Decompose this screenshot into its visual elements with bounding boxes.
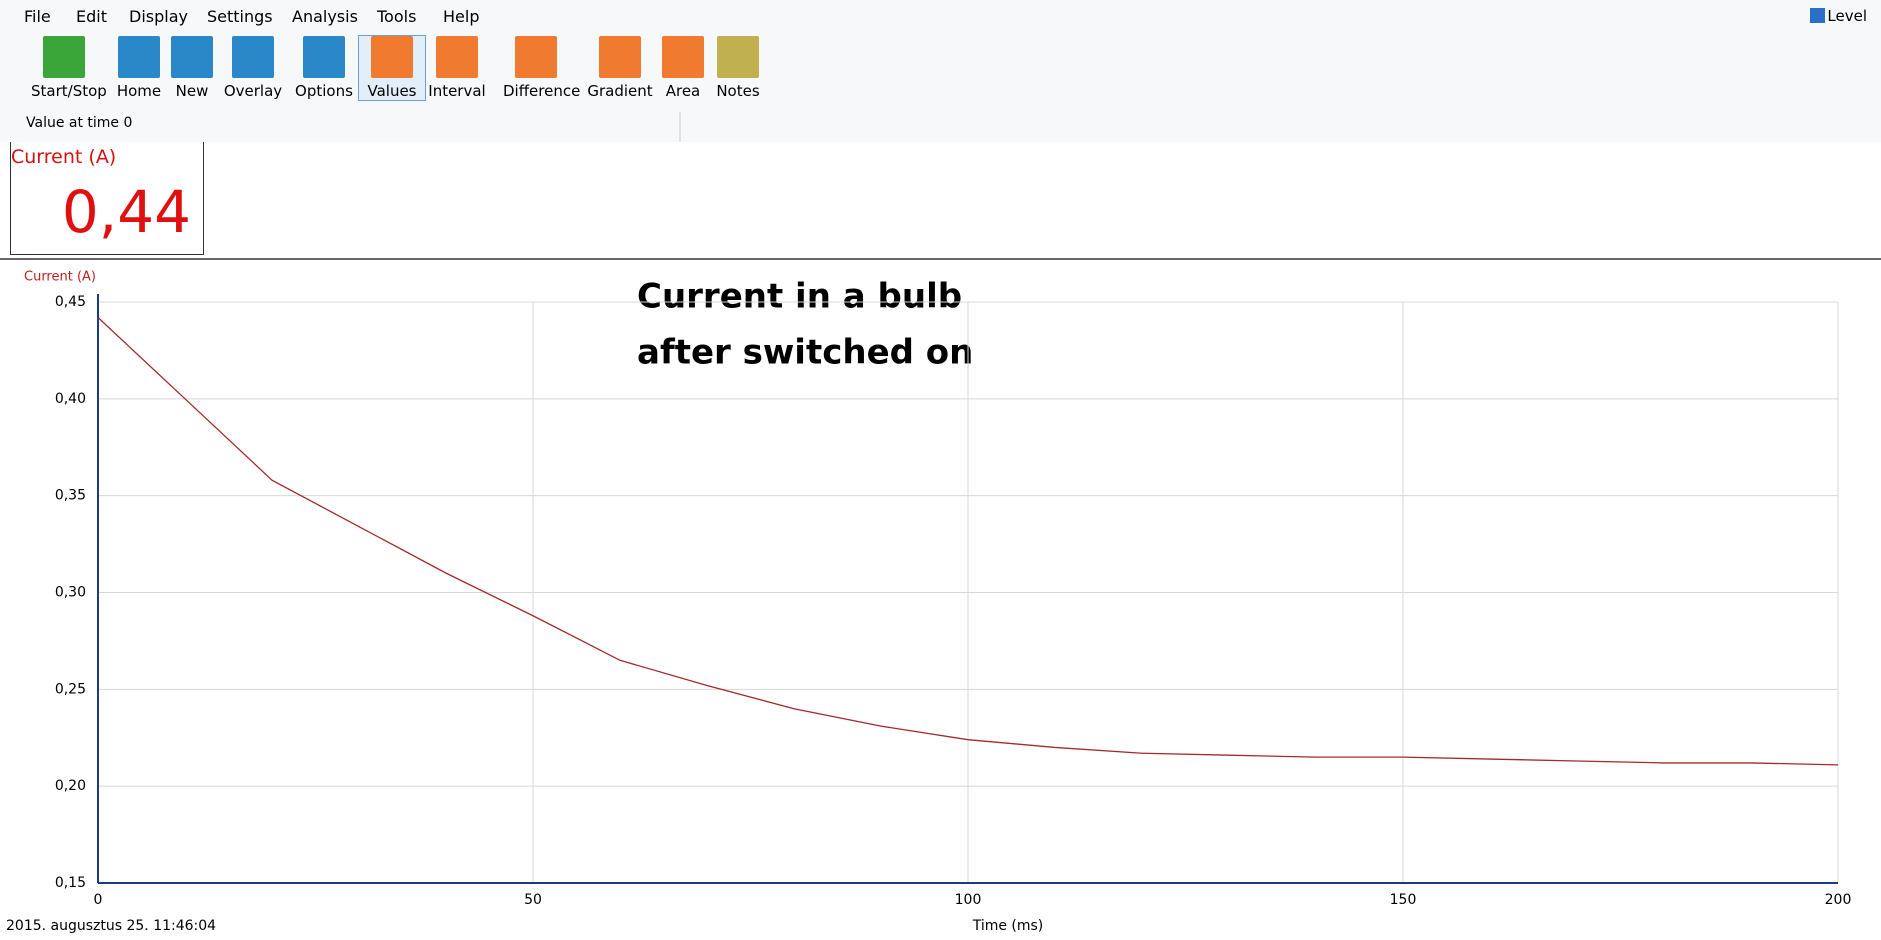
button-label[interactable]: Area <box>665 82 701 100</box>
x-tick-label: 100 <box>955 892 982 908</box>
x-tick-label: 200 <box>1825 892 1852 908</box>
toolbar-button[interactable]: Overlay <box>220 36 286 100</box>
toolbar-button[interactable]: Gradient <box>587 36 653 100</box>
y-tick-label: 0,30 <box>55 585 86 601</box>
toolbar-button[interactable]: Area <box>650 36 716 100</box>
x-axis-label: Time (ms) <box>972 918 1044 934</box>
level-button[interactable]: Level <box>1810 7 1867 25</box>
meter-value: 0,44 <box>61 178 191 246</box>
toolbar-button[interactable]: Home <box>106 36 172 100</box>
y-tick-label: 0,35 <box>55 488 86 504</box>
data-line <box>97 317 1839 766</box>
button-label[interactable]: Start/Stop <box>31 82 107 100</box>
menu-item[interactable]: Tools <box>377 7 417 26</box>
menu-item[interactable]: Help <box>443 7 480 26</box>
button-label[interactable]: Values <box>367 82 417 100</box>
x-tick-label: 150 <box>1390 892 1417 908</box>
toolbar-button[interactable]: Start/Stop <box>31 36 107 100</box>
button-label[interactable]: Interval <box>428 82 486 100</box>
meter: Current (A) 0,44 <box>10 142 204 255</box>
button-label[interactable]: Gradient <box>587 82 653 100</box>
toolbar-button[interactable]: New <box>159 36 225 100</box>
button-icon[interactable] <box>515 36 557 78</box>
button-icon[interactable] <box>118 36 160 78</box>
toolbar-area: File Edit Display Settings Analysis Tools Help… <box>0 0 1881 142</box>
menu-item[interactable]: Settings <box>207 7 273 26</box>
x-tick-label: 0 <box>94 892 103 908</box>
toolbar-button[interactable]: Notes <box>705 36 771 100</box>
button-icon[interactable] <box>717 36 759 78</box>
button-icon[interactable] <box>599 36 641 78</box>
button-label[interactable]: Difference <box>503 82 581 100</box>
menu-item[interactable]: Edit <box>76 7 107 26</box>
menu-item[interactable]: File <box>24 7 51 26</box>
button-icon[interactable] <box>662 36 704 78</box>
button-icon[interactable] <box>303 36 345 78</box>
annotation: Current in a bulb <box>637 277 962 317</box>
toolbar-button[interactable]: Difference <box>503 36 581 100</box>
y-tick-label: 0,25 <box>55 681 86 697</box>
status-text: Value at time 0 <box>26 115 133 131</box>
toolbar-button[interactable]: Options <box>291 36 357 100</box>
menu-item[interactable]: Analysis <box>292 7 358 26</box>
button-label[interactable]: Overlay <box>223 82 283 100</box>
button-icon[interactable] <box>43 36 85 78</box>
button-icon[interactable] <box>232 36 274 78</box>
button-label[interactable]: Options <box>295 82 353 100</box>
x-tick-label: 50 <box>524 892 542 908</box>
button-label[interactable]: New <box>175 82 209 100</box>
annotation: after switched on <box>637 333 973 373</box>
button-icon[interactable] <box>436 36 478 78</box>
meter-label: Current (A) <box>11 146 117 168</box>
y-tick-label: 0,20 <box>55 778 86 794</box>
menu-item[interactable]: Display <box>129 7 188 26</box>
button-label[interactable]: Home <box>116 82 162 100</box>
toolbar-button[interactable]: Interval <box>424 36 490 100</box>
y-tick-label: 0,45 <box>55 294 86 310</box>
button-icon[interactable] <box>171 36 213 78</box>
toolbar-button[interactable]: Values <box>358 35 426 101</box>
y-tick-label: 0,15 <box>55 875 86 891</box>
y-tick-label: 0,40 <box>55 391 86 407</box>
y-axis-label: Current (A) <box>24 270 96 285</box>
button-label[interactable]: Notes <box>716 82 760 100</box>
level-label[interactable]: Level <box>1827 7 1867 25</box>
button-icon[interactable] <box>371 36 413 78</box>
timestamp: 2015. augusztus 25. 11:46:04 <box>6 918 216 934</box>
